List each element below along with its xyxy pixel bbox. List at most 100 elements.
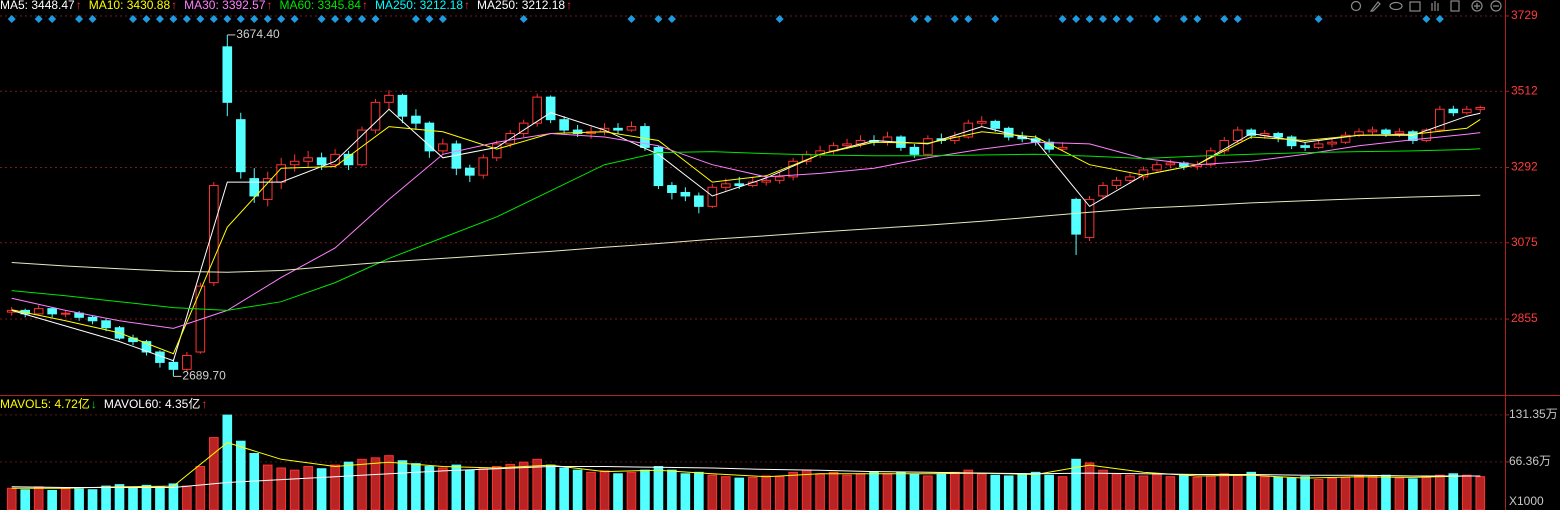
signal-marker: [923, 15, 932, 23]
signal-marker: [196, 15, 205, 23]
draw-icon[interactable]: [1369, 1, 1381, 12]
signal-marker: [910, 15, 919, 23]
signal-marker: [128, 15, 137, 23]
volume-bar: [1179, 474, 1189, 510]
volume-tick-label: 66.36万: [1509, 454, 1551, 468]
volume-bar: [1394, 477, 1405, 510]
view-icon[interactable]: [1389, 1, 1403, 11]
signal-marker: [331, 15, 340, 23]
toolbar: [1350, 0, 1502, 12]
signal-marker: [1072, 15, 1081, 23]
doc-icon[interactable]: [1450, 0, 1460, 12]
settings-icon[interactable]: [1350, 0, 1362, 12]
candle-body: [316, 157, 327, 166]
volume-bar: [720, 476, 731, 510]
candle-body: [761, 179, 772, 183]
legend-trend: ↑: [464, 0, 470, 12]
volume-bar: [262, 464, 273, 510]
candle-body: [1394, 131, 1405, 135]
candle-body: [168, 361, 179, 370]
volume-bar: [855, 473, 866, 510]
volume-bar: [491, 466, 502, 510]
legend-trend: ↑: [171, 0, 177, 12]
volume-bar: [1030, 471, 1041, 510]
volume-bar: [1138, 475, 1149, 510]
volume-bar: [950, 471, 960, 510]
volume-ma-line: [11, 442, 1481, 489]
volume-bar: [384, 455, 394, 510]
candle-body: [720, 183, 731, 188]
volume-bar: [1219, 473, 1230, 510]
volume-bar: [667, 469, 677, 510]
candle-body: [1273, 133, 1283, 138]
volume-bar: [936, 473, 947, 510]
box-icon[interactable]: [1409, 1, 1421, 12]
volume-bar: [1273, 476, 1283, 510]
signal-marker: [344, 15, 353, 23]
volume-unit-note: X1000: [1509, 494, 1544, 508]
candle-body: [774, 176, 785, 181]
candle-body: [694, 195, 704, 207]
volume-bar: [1044, 474, 1054, 510]
candle-body: [707, 186, 718, 207]
legend-trend: ↑: [362, 0, 368, 12]
candle-body: [626, 126, 637, 131]
volume-bar: [33, 486, 44, 510]
volume-bar: [74, 488, 84, 510]
volume-bar: [1125, 474, 1135, 510]
volume-bar: [478, 468, 489, 510]
volume-bar: [60, 487, 71, 510]
candle-body: [1165, 162, 1176, 166]
candle-body: [438, 143, 448, 152]
signal-marker: [88, 15, 97, 23]
candle-body: [182, 354, 192, 370]
volume-bar: [640, 469, 650, 510]
hand-icon[interactable]: [1431, 1, 1439, 11]
signal-marker: [223, 15, 232, 23]
zoom-in-icon[interactable]: [1471, 0, 1483, 12]
volume-bar: [438, 467, 448, 510]
candle-body: [1152, 164, 1162, 171]
signal-marker: [371, 15, 380, 23]
candle-body: [1435, 108, 1445, 131]
candle-body: [653, 146, 664, 187]
volume-bar: [734, 477, 745, 510]
signal-marker: [950, 15, 959, 23]
candle-body: [1475, 107, 1486, 110]
legend-label: MA250: 3212.18: [375, 0, 463, 12]
candle-body: [559, 119, 569, 131]
volume-bar: [869, 471, 879, 510]
legend-trend: ↑: [267, 0, 273, 12]
y-tick-label: 3075: [1511, 235, 1538, 249]
volume-bar: [586, 471, 596, 510]
signal-marker: [654, 15, 663, 23]
candle-body: [640, 126, 650, 148]
signal-marker: [48, 15, 57, 23]
candle-body: [990, 120, 1001, 129]
volume-bar: [47, 489, 57, 510]
signal-marker: [182, 15, 191, 23]
volume-bar: [1205, 475, 1216, 510]
ma-line: [11, 132, 1481, 329]
candle-body: [249, 178, 260, 197]
candle-body: [923, 138, 933, 155]
volume-bar: [613, 473, 623, 510]
volume-bar: [909, 474, 920, 510]
volume-ma-line: [11, 466, 1481, 488]
zoom-out-icon[interactable]: [1490, 0, 1502, 12]
candle-body: [1084, 198, 1095, 239]
candle-body: [101, 320, 111, 329]
signal-marker: [290, 15, 299, 23]
signal-marker: [1125, 15, 1134, 23]
candle-body: [1071, 198, 1081, 235]
signal-marker: [75, 15, 84, 23]
volume-bar: [1111, 473, 1122, 510]
volume-bar: [1340, 476, 1351, 510]
legend-label: MAVOL60: 4.35亿: [104, 396, 201, 411]
volume-bar: [370, 457, 381, 510]
candle-body: [667, 185, 677, 193]
legend-trend: ↑: [76, 0, 82, 12]
volume-tick-label: 131.35万: [1509, 407, 1558, 421]
signal-marker: [155, 15, 164, 23]
signal-marker: [425, 15, 434, 23]
